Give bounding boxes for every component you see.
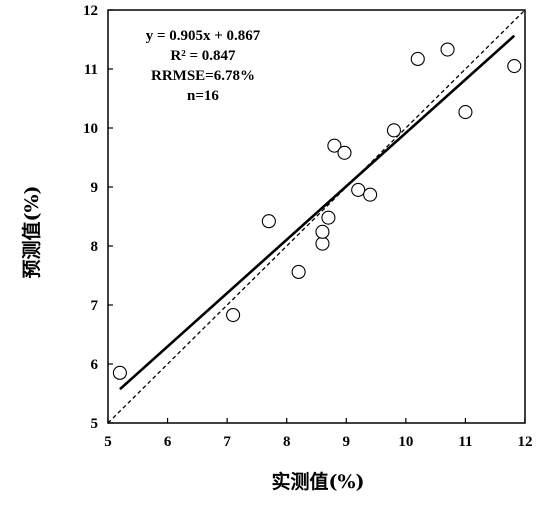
plot-area-frame xyxy=(107,9,526,424)
y-axis-title: 预测值(%) xyxy=(20,185,43,278)
data-point xyxy=(507,59,522,74)
rrmse-label: RRMSE=6.78% xyxy=(151,68,255,84)
y-tick-label: 11 xyxy=(84,62,98,78)
y-tick-label: 9 xyxy=(91,180,99,196)
data-point xyxy=(363,187,378,202)
y-tick-label: 5 xyxy=(91,416,99,432)
x-tick-label: 9 xyxy=(343,434,351,450)
data-point xyxy=(337,145,352,160)
y-tick-label: 12 xyxy=(83,3,98,19)
data-point xyxy=(315,236,330,251)
data-point xyxy=(327,138,342,153)
x-tick-label: 11 xyxy=(458,434,472,450)
regression-equation: y = 0.905x + 0.867 xyxy=(146,28,261,44)
regression-fit-line xyxy=(119,34,516,391)
data-points xyxy=(112,42,522,380)
data-point xyxy=(261,214,276,229)
sample-count-label: n=16 xyxy=(187,88,219,104)
data-point xyxy=(226,307,241,323)
data-point xyxy=(410,51,425,67)
y-tick-label: 8 xyxy=(91,239,99,255)
x-tick-label: 12 xyxy=(518,434,533,450)
y-tick-label: 7 xyxy=(91,298,99,314)
data-point xyxy=(386,123,401,138)
x-tick-label: 6 xyxy=(164,434,172,450)
x-tick-label: 7 xyxy=(223,434,231,450)
data-point xyxy=(351,182,366,197)
r-squared-label: R² = 0.847 xyxy=(170,48,236,64)
y-tick-label: 10 xyxy=(83,121,98,137)
x-tick-label: 5 xyxy=(104,434,112,450)
data-point xyxy=(321,210,336,225)
data-point xyxy=(315,224,330,239)
x-tick-label: 8 xyxy=(283,434,291,450)
data-point xyxy=(440,42,455,57)
x-tick-label: 10 xyxy=(398,434,413,450)
data-point xyxy=(458,105,473,120)
y-tick-label: 6 xyxy=(91,357,99,373)
data-point xyxy=(291,264,306,280)
y-axis-ticks: 5 6 7 8 9 10 11 12 xyxy=(83,3,113,432)
data-point xyxy=(112,365,127,380)
x-axis-title: 实测值(%) xyxy=(271,470,364,493)
x-axis-ticks: 5 6 7 8 9 10 11 12 xyxy=(104,418,533,450)
